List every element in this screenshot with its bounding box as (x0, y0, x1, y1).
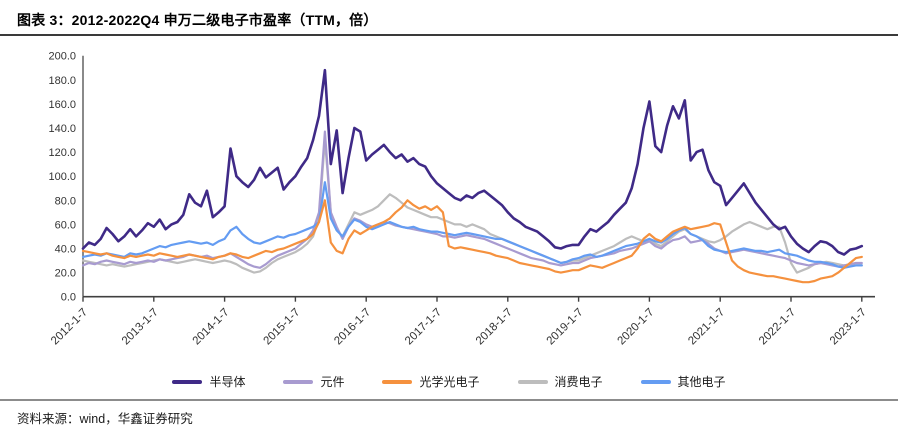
x-axis-tick-label: 2021-1-7 (686, 306, 727, 347)
y-axis-tick-label: 120.0 (48, 147, 76, 159)
legend-item-2: 光学光电子 (382, 373, 480, 390)
source-note: 资料来源：wind，华鑫证券研究 (17, 412, 193, 426)
legend-swatch-icon (283, 379, 314, 384)
y-axis-tick-label: 180.0 (48, 75, 76, 87)
legend-swatch-icon (640, 379, 671, 384)
x-axis-tick-label: 2022-1-7 (757, 306, 798, 347)
legend-swatch-icon (172, 379, 203, 384)
y-axis-tick-label: 140.0 (48, 123, 76, 135)
series-line-2 (81, 199, 863, 284)
series-line-3 (81, 138, 863, 274)
x-axis-tick-label: 2020-1-7 (615, 306, 656, 347)
series-line-0 (81, 68, 864, 256)
legend-item-0: 半导体 (172, 373, 245, 390)
line-chart-canvas: 0.0 20.0 40.0 60.0 80.0 100.0 120.0 140.0 160.0 1… (48, 51, 875, 347)
legend-label: 消费电子 (554, 375, 603, 389)
series-line-4 (81, 181, 863, 269)
legend-label: 光学光电子 (419, 375, 480, 389)
y-axis-tick-label: 80.0 (55, 195, 76, 207)
chart-title: 图表 3：2012-2022Q4 申万二级电子市盈率（TTM，倍） (17, 12, 378, 28)
y-axis-tick-label: 20.0 (55, 268, 76, 280)
x-axis-tick-label: 2013-1-7 (120, 306, 161, 347)
x-axis-tick-label: 2023-1-7 (828, 306, 869, 347)
legend-swatch-icon (382, 379, 413, 384)
series-line-1 (81, 130, 863, 269)
x-axis-tick-label: 2019-1-7 (545, 306, 586, 347)
footer-divider (0, 399, 898, 401)
x-axis-tick-label: 2012-1-7 (49, 306, 90, 347)
title-divider (0, 34, 898, 36)
legend-swatch-icon (517, 379, 548, 384)
legend-item-3: 消费电子 (517, 373, 603, 390)
y-axis-tick-label: 160.0 (48, 99, 76, 111)
y-axis-tick-label: 60.0 (55, 219, 76, 231)
y-axis-tick-label: 0.0 (61, 292, 76, 304)
legend-item-1: 元件 (283, 373, 344, 390)
legend-item-4: 其他电子 (640, 373, 726, 390)
legend-label: 其他电子 (677, 375, 726, 389)
legend-label: 半导体 (209, 375, 246, 389)
x-axis-tick-label: 2017-1-7 (403, 306, 444, 347)
y-axis-tick-label: 40.0 (55, 244, 76, 256)
x-axis-tick-label: 2015-1-7 (261, 306, 302, 347)
y-axis-tick-label: 100.0 (48, 171, 76, 183)
legend-label: 元件 (320, 375, 345, 389)
y-axis-tick-label: 200.0 (48, 51, 76, 63)
x-axis-tick-label: 2016-1-7 (332, 306, 373, 347)
chart-legend: 半导体 元件 光学光电子 消费电子 其他电子 (0, 373, 898, 390)
x-axis-tick-label: 2018-1-7 (474, 306, 515, 347)
x-axis-tick-label: 2014-1-7 (191, 306, 232, 347)
